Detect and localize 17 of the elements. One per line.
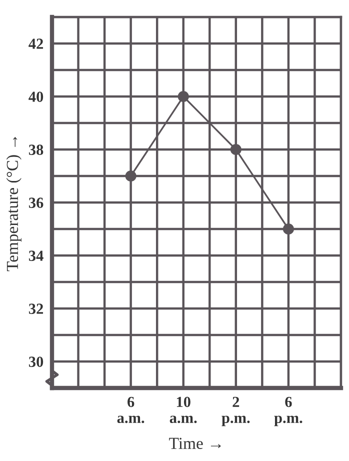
x-tick-label: 6 a.m. <box>117 396 144 424</box>
y-tick-label: 34 <box>28 250 44 261</box>
y-tick-label: 32 <box>28 304 44 314</box>
y-tick-label: 38 <box>28 144 44 155</box>
point <box>125 170 136 182</box>
y-tick-label: 40 <box>28 92 44 102</box>
y-axis-title: Temperature (°C) → <box>6 136 22 272</box>
x-axis-title: Time → <box>169 438 221 450</box>
point <box>230 144 242 156</box>
point <box>282 223 294 235</box>
point <box>178 90 189 102</box>
y-tick-label: 30 <box>28 356 44 367</box>
y-tick-label: 42 <box>28 38 44 49</box>
y-tick-label: 36 <box>28 198 44 208</box>
x-tick-label: 2 p.m. <box>222 396 250 426</box>
x-tick-label: 10 a.m. <box>170 396 197 424</box>
x-tick-label: 6 p.m. <box>274 396 302 426</box>
